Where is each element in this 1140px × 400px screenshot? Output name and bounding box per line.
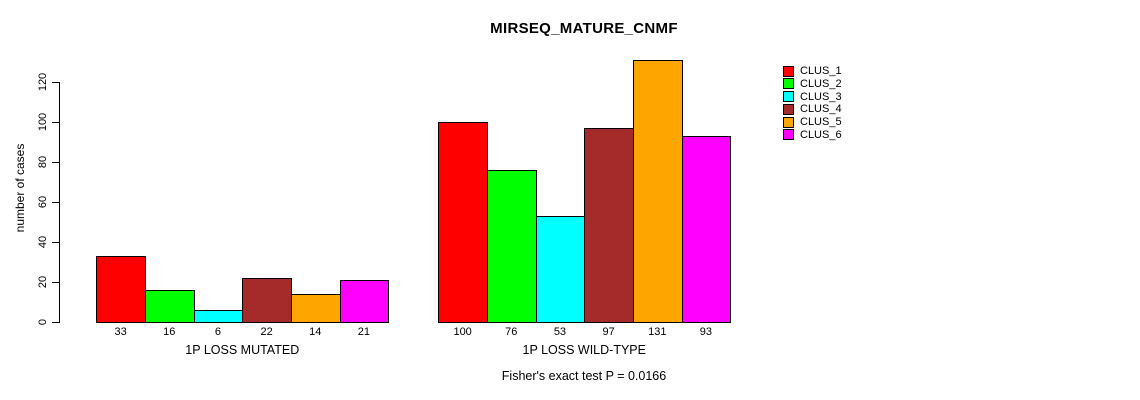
y-axis-tick-label: 20 [37,275,49,289]
chart-title: MIRSEQ_MATURE_CNMF [490,20,678,37]
legend-swatch-clus_6 [783,129,794,141]
y-axis-tick [52,202,59,203]
bar-value-label: 14 [309,326,322,338]
bar-clus_6-group2 [681,136,732,323]
y-axis-tick [52,82,59,83]
y-axis-tick [52,122,59,123]
bar-clus_6-group1 [339,280,390,323]
legend-label: CLUS_1 [800,65,842,77]
legend-label: CLUS_5 [800,116,842,128]
y-axis-tick-label: 80 [37,155,49,169]
bar-clus_4-group2 [584,128,634,323]
bar-value-label: 131 [648,326,667,338]
group-label: 1P LOSS MUTATED [185,343,300,357]
bar-value-label: 6 [214,326,221,338]
y-axis-line [59,82,60,323]
bar-clus_3-group2 [535,216,586,323]
bar-clus_3-group1 [193,310,244,323]
bar-value-label: 100 [453,326,472,338]
legend-swatch-clus_3 [783,91,794,102]
bar-clus_1-group2 [438,122,488,323]
bar-value-label: 33 [114,326,127,338]
legend-label: CLUS_4 [800,103,842,116]
y-axis-tick [52,162,59,163]
bar-value-label: 22 [260,326,273,338]
bar-clus_2-group2 [486,170,537,323]
legend-swatch-clus_5 [783,116,794,128]
y-axis-tick-label: 100 [37,112,49,132]
bar-value-label: 93 [699,326,713,338]
bar-clus_5-group2 [632,60,683,323]
bar-value-label: 16 [163,326,176,338]
bar-clus_2-group1 [144,290,195,323]
annotation-fisher-test: Fisher's exact test P = 0.0166 [501,369,667,383]
legend-swatch-clus_2 [783,78,794,90]
y-axis-tick [52,242,59,243]
y-axis-tick-label: 0 [37,318,49,326]
legend-label: CLUS_3 [800,90,842,103]
bar-value-label: 53 [553,326,567,338]
bar-clus_1-group1 [96,256,146,323]
legend-swatch-clus_4 [783,103,794,115]
y-axis-tick-label: 60 [37,195,49,209]
group-label: 1P LOSS WILD-TYPE [522,343,646,357]
y-axis-label: number of cases [13,143,27,233]
bar-value-label: 21 [357,326,371,338]
y-axis-tick [52,282,59,283]
legend-swatch-clus_1 [783,65,794,77]
bar-value-label: 97 [602,326,615,338]
bar-value-label: 76 [505,326,518,338]
y-axis-tick-label: 120 [37,72,49,92]
y-axis-tick-label: 40 [37,235,49,249]
legend-label: CLUS_6 [800,128,842,141]
legend-label: CLUS_2 [800,77,842,90]
bar-clus_4-group1 [242,278,292,323]
y-axis-tick [52,322,59,323]
bar-clus_5-group1 [290,294,341,323]
